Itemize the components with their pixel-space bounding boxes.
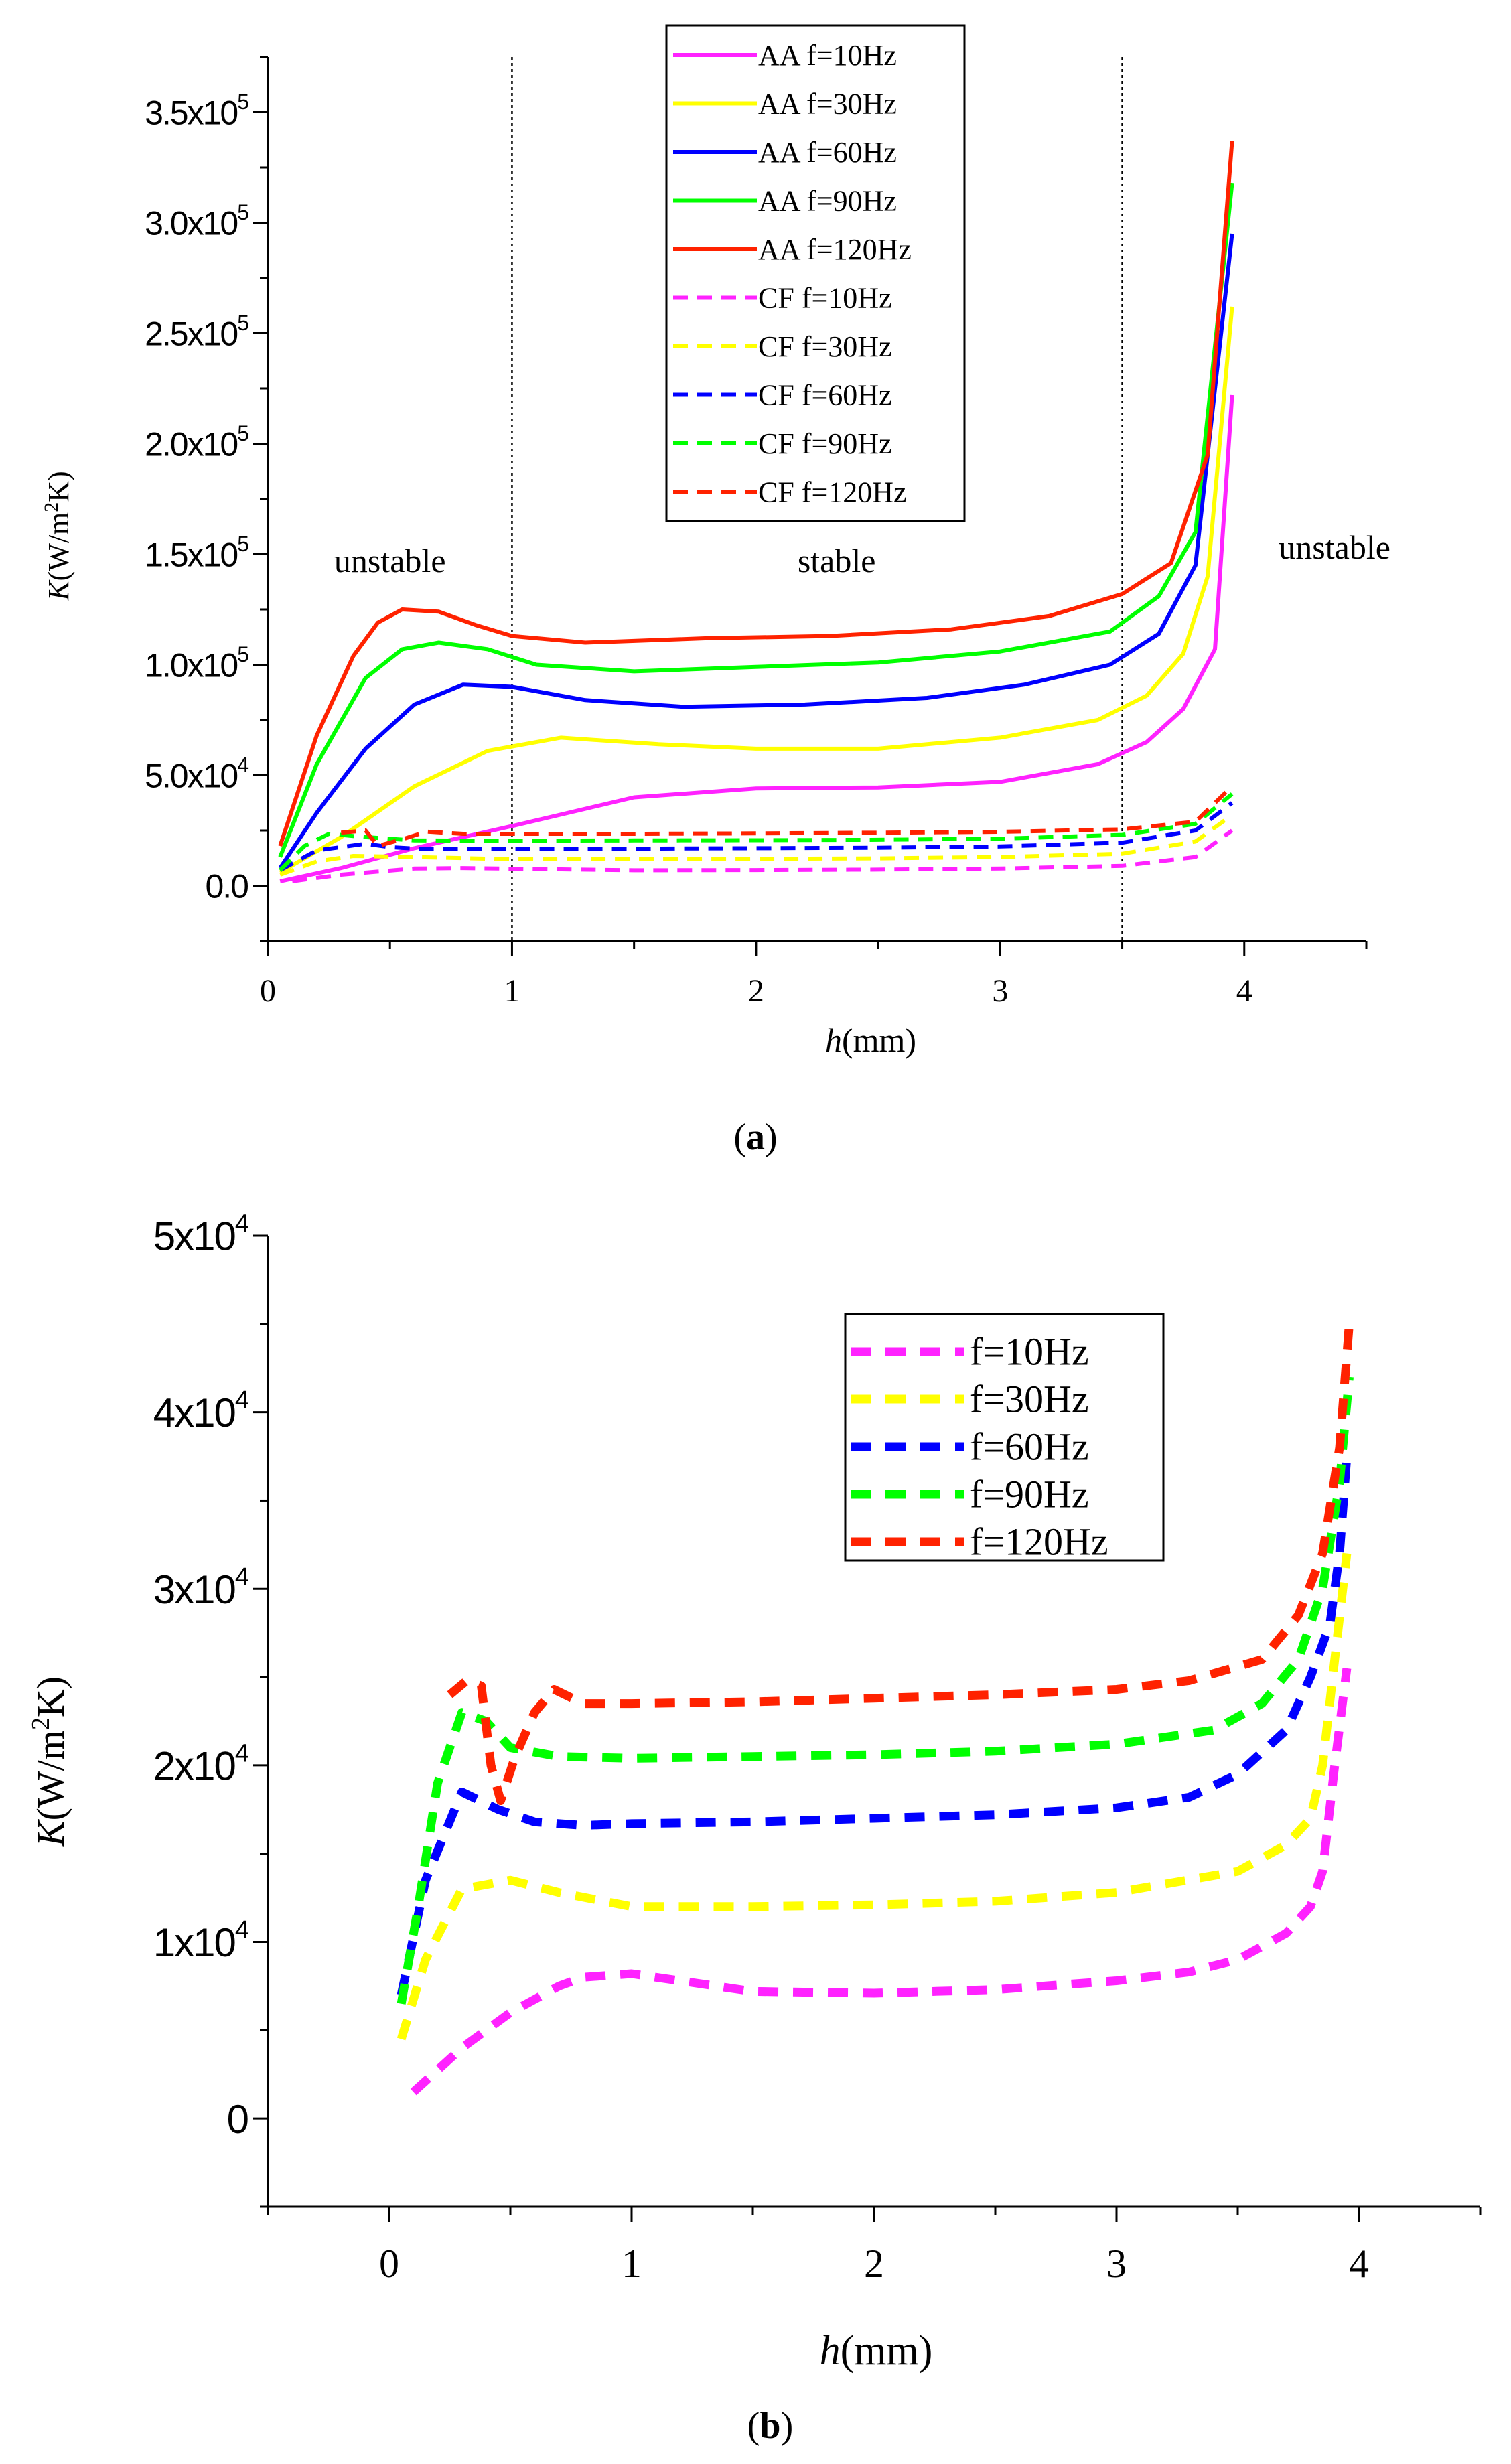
annotations-a: unstable stable unstable xyxy=(334,528,1390,579)
y-axis-label-b: K(W/m2K) xyxy=(27,1676,72,1847)
series-line-4 xyxy=(397,1376,1354,2005)
series-line-5 xyxy=(278,141,1234,847)
plot-area-a xyxy=(278,57,1234,941)
y-axis-label-a: K(W/m2K) xyxy=(40,471,75,601)
y-tick-label: 5x104 xyxy=(153,1210,249,1259)
legend-label: CF f=120Hz xyxy=(758,476,907,508)
x-tick-label: 2 xyxy=(864,2242,884,2286)
region-annotation: stable xyxy=(798,542,876,579)
legend-label: f=120Hz xyxy=(970,1520,1108,1564)
legend-label: f=90Hz xyxy=(970,1473,1089,1516)
legend-label: AA f=60Hz xyxy=(758,136,897,169)
series-line-2 xyxy=(397,1552,1352,2041)
region-annotation: unstable xyxy=(1279,528,1390,566)
series-line-4 xyxy=(278,182,1234,858)
legend-box-a xyxy=(665,24,966,522)
x-tick-label: 3 xyxy=(992,973,1008,1009)
y-tick-label: 1.0x105 xyxy=(145,642,248,684)
series-line-8 xyxy=(279,801,1234,873)
series-line-2 xyxy=(279,306,1234,875)
series-line-9 xyxy=(279,792,1234,872)
y-tick-label: 5.0x104 xyxy=(145,753,248,795)
legend-label: CF f=60Hz xyxy=(758,378,892,411)
y-tick-label: 4x104 xyxy=(153,1386,249,1435)
y-tick-label: 0.0 xyxy=(205,868,248,905)
legend-label: AA f=90Hz xyxy=(758,184,897,217)
series-line-7 xyxy=(279,813,1234,877)
legend-label: f=30Hz xyxy=(970,1378,1089,1421)
x-tick-label: 3 xyxy=(1106,2242,1127,2286)
y-tick-label: 2.0x105 xyxy=(145,421,248,463)
region-annotation: unstable xyxy=(334,542,446,579)
x-tick-label: 0 xyxy=(379,2242,399,2286)
chart-panel-b: 0 1x104 2x104 3x104 4x104 5x104 0 1 2 3 4 K(W/m2K… xyxy=(27,1210,1482,2447)
series-line-1 xyxy=(279,394,1234,883)
x-axis-label-a: h(mm) xyxy=(825,1021,916,1059)
series-line-10 xyxy=(341,784,1234,849)
legend-label: AA f=30Hz xyxy=(758,87,897,120)
legend-label: CF f=30Hz xyxy=(758,330,892,363)
x-tick-label: 0 xyxy=(260,973,276,1009)
x-tick-label: 2 xyxy=(748,973,764,1009)
y-tick-label: 0 xyxy=(227,2097,248,2142)
legend-label: CF f=90Hz xyxy=(758,427,892,460)
legend-label: f=10Hz xyxy=(970,1330,1089,1374)
y-tick-label: 2x104 xyxy=(153,1740,249,1789)
legend-label: AA f=120Hz xyxy=(758,233,912,266)
series-line-1 xyxy=(410,1668,1352,2096)
y-tick-label: 3.0x105 xyxy=(145,200,248,242)
x-tick-label: 4 xyxy=(1349,2242,1369,2286)
x-tick-labels-a: 0 1 2 3 4 xyxy=(260,973,1252,1009)
y-tick-label: 1.5x105 xyxy=(145,532,248,574)
legend-a: AA f=10Hz AA f=30Hz AA f=60Hz AA f=90Hz AA f… xyxy=(665,24,966,522)
y-tick-labels-a: 0.0 5.0x104 1.0x105 1.5x105 2.0x105 2.5x105 3.… xyxy=(145,90,250,905)
series-line-5 xyxy=(447,1323,1354,1806)
plot-area-b xyxy=(397,1323,1354,2096)
y-tick-label: 2.5x105 xyxy=(145,311,248,353)
caption-a: (a) xyxy=(733,1116,777,1158)
x-tick-label: 1 xyxy=(504,973,520,1009)
y-tick-label: 3.5x105 xyxy=(145,90,248,132)
series-line-6 xyxy=(291,828,1234,883)
series-line-3 xyxy=(397,1456,1352,1996)
y-tick-label: 3x104 xyxy=(153,1563,249,1612)
x-tick-label: 1 xyxy=(622,2242,642,2286)
axes-b xyxy=(253,1234,1482,2222)
caption-b: (b) xyxy=(747,2405,793,2447)
legend-label: CF f=10Hz xyxy=(758,281,892,314)
axes-a xyxy=(253,56,1368,956)
y-tick-label: 1x104 xyxy=(153,1916,249,1965)
x-tick-labels-b: 0 1 2 3 4 xyxy=(379,2242,1369,2286)
chart-panel-a: 0.0 5.0x104 1.0x105 1.5x105 2.0x105 2.5x105 3.… xyxy=(40,24,1390,1158)
legend-label: f=60Hz xyxy=(970,1425,1089,1469)
x-axis-label-b: h(mm) xyxy=(820,2328,933,2374)
y-tick-labels-b: 0 1x104 2x104 3x104 4x104 5x104 xyxy=(153,1210,250,2142)
legend-label: AA f=10Hz xyxy=(758,39,897,72)
series-line-3 xyxy=(278,233,1234,869)
x-tick-label: 4 xyxy=(1236,973,1252,1009)
